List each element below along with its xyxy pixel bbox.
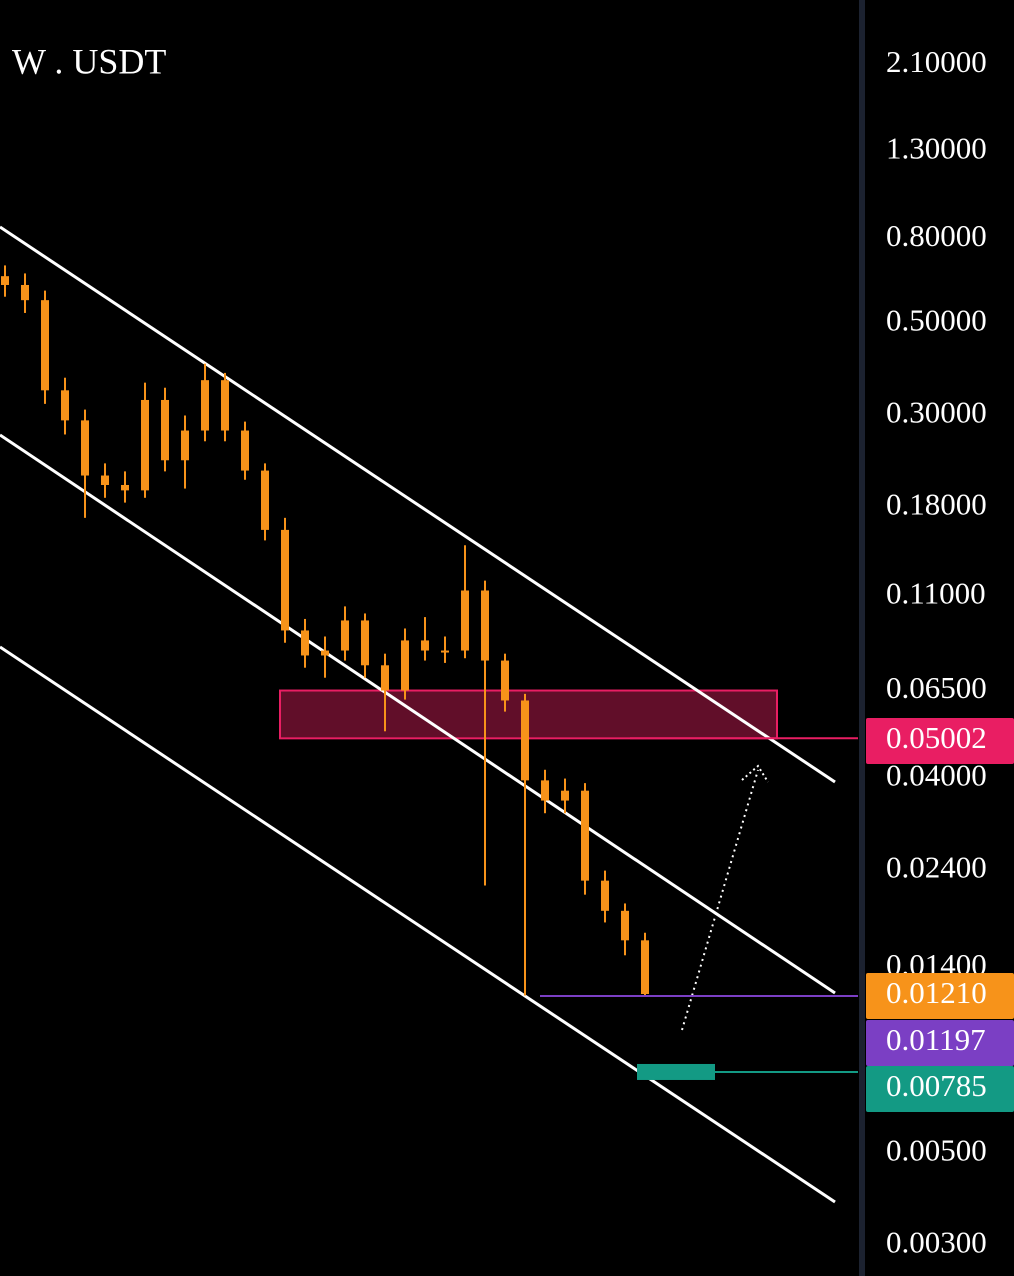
candle-body [141, 399, 149, 491]
candle-body [461, 590, 469, 651]
arrow-head [741, 764, 769, 783]
price-label-box [866, 1066, 1014, 1112]
candle-body [381, 665, 389, 691]
channel-upper [0, 225, 836, 784]
candle-body [281, 529, 289, 631]
candle-body [581, 790, 589, 881]
candle-body [61, 390, 69, 421]
y-tick-label: 0.06500 [886, 670, 987, 705]
price-label: 0.01197 [886, 1022, 986, 1057]
price-label-box [866, 1020, 1014, 1066]
candle-body [1, 276, 9, 285]
price-label: 0.05002 [886, 720, 987, 755]
y-tick-label: 0.30000 [886, 395, 987, 430]
candle-body [541, 780, 549, 801]
candle-body [121, 484, 129, 491]
candle-body [561, 790, 569, 801]
candle-body [261, 470, 269, 530]
price-label-box [866, 718, 1014, 764]
price-label-box [866, 973, 1014, 1019]
channel [0, 225, 836, 1204]
y-tick-label: 0.11000 [886, 575, 986, 610]
candle-body [481, 590, 489, 661]
candle-body [241, 430, 249, 471]
candle-body [421, 640, 429, 651]
price-label: 0.00785 [886, 1068, 987, 1103]
candle-body [441, 650, 449, 653]
y-tick-label: 2.10000 [886, 44, 987, 79]
candle-body [101, 475, 109, 485]
y-tick-label: 0.50000 [886, 303, 987, 338]
y-tick-label: 0.00300 [886, 1224, 987, 1259]
candle-body [361, 620, 369, 666]
candle-body [21, 284, 29, 301]
candle-body [221, 380, 229, 431]
y-tick-label: 0.00500 [886, 1132, 987, 1167]
price-label: 0.01210 [886, 975, 987, 1010]
target-box [637, 1063, 715, 1080]
candle-body [81, 420, 89, 476]
channel-lower [0, 645, 836, 1204]
channel-middle [0, 433, 836, 995]
chart-title: W . USDT [12, 41, 166, 81]
candle-body [301, 630, 309, 656]
candle-body [401, 640, 409, 691]
y-tick-label: 0.18000 [886, 487, 987, 522]
candle-body [621, 910, 629, 941]
y-tick-label: 1.30000 [886, 130, 987, 165]
candle-body [161, 399, 169, 461]
candle-body [321, 650, 329, 656]
candle-body [201, 380, 209, 431]
candle-body [501, 660, 509, 701]
candle-body [521, 700, 529, 781]
candle-body [181, 430, 189, 461]
candle-body [641, 940, 649, 995]
y-tick-label: 0.80000 [886, 218, 987, 253]
candle-body [41, 300, 49, 391]
candle-body [341, 620, 349, 651]
candle-body [601, 880, 609, 911]
y-tick-label: 0.02400 [886, 850, 987, 885]
